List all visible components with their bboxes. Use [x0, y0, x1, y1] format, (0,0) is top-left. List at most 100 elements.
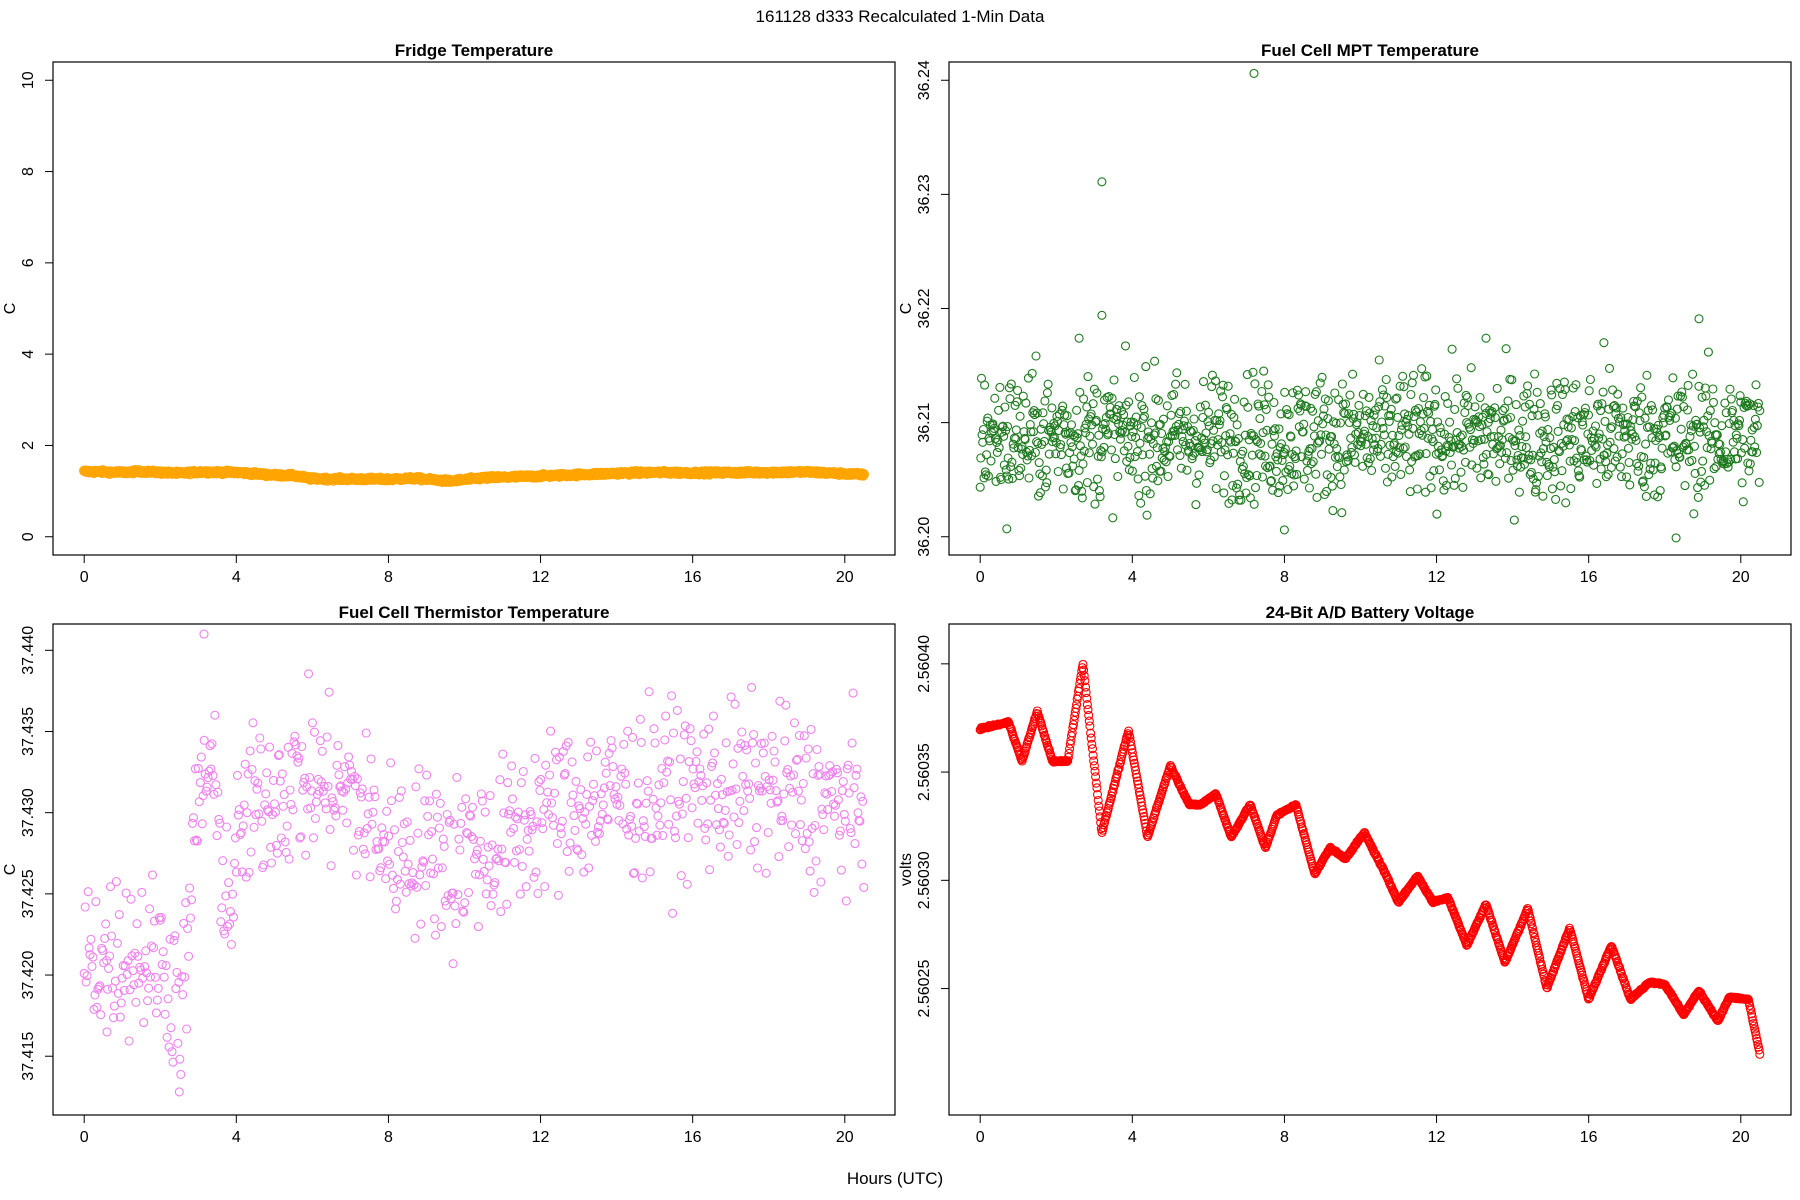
- data-point: [1261, 404, 1271, 414]
- data-point: [1527, 411, 1537, 421]
- data-point: [164, 1042, 174, 1052]
- data-point: [1737, 478, 1747, 488]
- data-point: [983, 471, 993, 481]
- data-point: [1119, 410, 1129, 420]
- data-point: [1255, 414, 1265, 424]
- data-point: [1068, 720, 1078, 730]
- data-point: [1463, 400, 1473, 411]
- data-point: [774, 852, 784, 862]
- data-point: [623, 726, 633, 736]
- data-point: [1495, 459, 1505, 469]
- data-point: [750, 758, 761, 768]
- data-point: [1189, 414, 1199, 424]
- data-point: [607, 743, 617, 753]
- data-point: [1268, 485, 1278, 495]
- data-point: [1549, 455, 1559, 465]
- data-point: [1247, 450, 1257, 460]
- data-point: [1558, 441, 1568, 451]
- data-point: [1220, 445, 1230, 455]
- x-tick-label: 8: [384, 1129, 393, 1146]
- data-points: [975, 68, 1765, 543]
- data-point: [1103, 428, 1113, 438]
- data-point: [365, 872, 375, 882]
- data-point: [105, 882, 116, 892]
- data-point: [376, 863, 386, 873]
- data-point: [1155, 419, 1165, 429]
- data-point: [1166, 410, 1176, 420]
- data-point: [680, 721, 690, 731]
- data-point: [430, 930, 441, 940]
- y-axis-label: volts: [898, 853, 915, 886]
- data-point: [1633, 466, 1643, 476]
- data-point: [280, 837, 290, 847]
- data-point: [1510, 440, 1520, 451]
- data-point: [1426, 483, 1436, 493]
- data-point: [632, 799, 642, 809]
- data-point: [655, 820, 665, 830]
- data-point: [1458, 482, 1468, 492]
- data-point: [1750, 442, 1760, 452]
- data-point: [370, 792, 380, 802]
- data-point: [1043, 379, 1053, 389]
- data-point: [1085, 431, 1095, 441]
- data-point: [103, 984, 113, 994]
- data-point: [629, 868, 640, 878]
- data-point: [1466, 363, 1476, 373]
- data-point: [1702, 443, 1712, 453]
- data-point: [1238, 446, 1248, 456]
- data-point: [1226, 437, 1236, 447]
- data-point: [569, 811, 579, 821]
- data-point: [1703, 411, 1713, 421]
- data-point: [1180, 379, 1190, 389]
- data-point: [207, 739, 217, 749]
- data-point: [1445, 417, 1455, 427]
- data-point: [1141, 362, 1151, 372]
- data-point: [1325, 436, 1335, 446]
- data-point: [1191, 500, 1201, 510]
- data-point: [1245, 471, 1255, 481]
- data-point: [543, 787, 553, 797]
- data-point: [572, 844, 582, 854]
- data-point: [840, 816, 850, 826]
- data-point: [325, 824, 335, 834]
- data-point: [817, 804, 827, 814]
- data-point: [1236, 495, 1246, 505]
- data-point: [1026, 427, 1036, 437]
- data-point: [1250, 483, 1261, 493]
- data-point: [454, 834, 464, 844]
- data-point: [1223, 450, 1233, 460]
- data-point: [144, 983, 154, 993]
- data-point: [174, 1087, 184, 1097]
- data-point: [1006, 379, 1016, 389]
- data-point: [82, 971, 92, 981]
- data-point: [653, 811, 663, 821]
- data-point: [436, 922, 446, 932]
- data-point: [1484, 470, 1494, 480]
- data-point: [1044, 449, 1054, 459]
- data-point: [856, 792, 866, 802]
- data-point: [1409, 411, 1419, 422]
- data-point: [1589, 460, 1599, 470]
- data-point: [1001, 426, 1011, 436]
- data-point: [1153, 476, 1163, 486]
- data-point: [113, 988, 123, 998]
- data-point: [1725, 384, 1735, 394]
- data-point: [509, 857, 520, 867]
- data-point: [1315, 436, 1325, 446]
- data-point: [1284, 410, 1294, 420]
- data-point: [679, 730, 689, 740]
- data-point: [1430, 399, 1440, 409]
- data-point: [1623, 412, 1633, 423]
- data-point: [394, 792, 404, 803]
- data-point: [1316, 449, 1327, 459]
- data-point: [1712, 430, 1722, 440]
- data-point: [1188, 451, 1198, 461]
- data-point: [1291, 446, 1301, 456]
- data-point: [1336, 479, 1346, 490]
- data-point: [297, 741, 307, 752]
- data-point: [1545, 433, 1555, 443]
- data-point: [1115, 758, 1125, 768]
- data-point: [1741, 396, 1752, 406]
- data-point: [1268, 426, 1278, 436]
- data-point: [842, 764, 852, 774]
